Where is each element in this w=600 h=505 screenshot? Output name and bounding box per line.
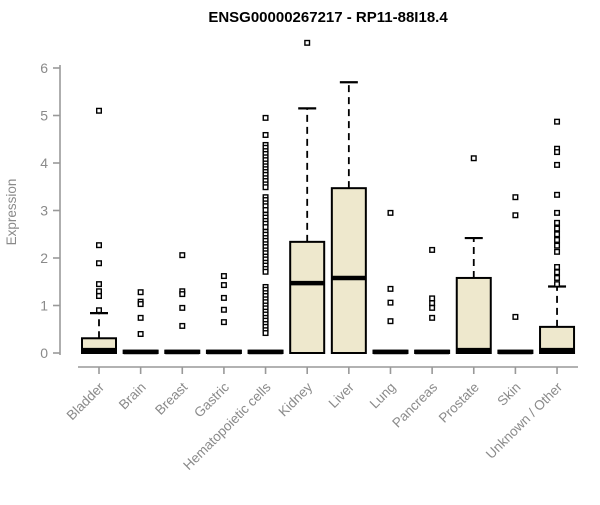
y-tick-label: 4	[40, 155, 48, 171]
x-tick-label: Liver	[326, 379, 358, 411]
outlier-point	[95, 293, 102, 300]
outlier-point	[512, 212, 519, 219]
outlier-point	[554, 281, 561, 288]
outlier-point	[554, 242, 561, 249]
y-tick-label: 0	[40, 345, 48, 361]
outlier-point	[429, 246, 436, 253]
outlier-point	[95, 307, 102, 314]
outlier-point	[512, 313, 519, 320]
y-tick-label: 3	[40, 203, 48, 219]
outliers-layer	[95, 39, 561, 338]
box-brain	[122, 349, 159, 355]
outlier-point	[137, 314, 144, 321]
x-tick-label: Pancreas	[389, 379, 440, 430]
outlier-point	[429, 304, 436, 311]
outlier-point	[220, 294, 227, 301]
x-tick-label: Skin	[494, 380, 523, 409]
y-tick-label: 2	[40, 250, 48, 266]
outlier-point	[554, 269, 561, 276]
box-skin	[497, 349, 534, 355]
outlier-point	[512, 194, 519, 201]
outlier-point	[179, 291, 186, 298]
x-tick-label: Breast	[152, 379, 190, 417]
outlier-point	[220, 273, 227, 280]
outlier-point	[179, 304, 186, 311]
outlier-point	[95, 260, 102, 267]
outlier-point	[179, 252, 186, 259]
box-rect	[330, 187, 367, 354]
box-rect	[289, 240, 326, 355]
y-tick-label: 1	[40, 298, 48, 314]
outlier-point	[554, 191, 561, 198]
box-kidney	[289, 107, 326, 355]
boxes-layer	[81, 81, 576, 355]
outlier-point	[429, 300, 436, 307]
y-axis-label: Expression	[4, 179, 19, 246]
outlier-point	[137, 289, 144, 296]
outlier-point	[554, 236, 561, 243]
outlier-point	[262, 224, 269, 231]
outlier-point	[220, 306, 227, 313]
outlier-point	[220, 319, 227, 326]
outlier-point	[262, 114, 269, 121]
y-tick-label: 5	[40, 108, 48, 124]
outlier-point	[554, 225, 561, 232]
box-gastric	[205, 349, 242, 355]
outlier-point	[470, 155, 477, 162]
box-unknown-other	[539, 285, 576, 354]
outlier-point	[95, 242, 102, 249]
outlier-point	[554, 274, 561, 281]
outlier-point	[387, 209, 394, 216]
outlier-point	[304, 39, 311, 46]
outlier-point	[137, 301, 144, 308]
outlier-point	[262, 330, 269, 337]
outlier-point	[429, 295, 436, 302]
x-tick-label: Kidney	[276, 379, 316, 419]
x-tick-label: Gastric	[191, 379, 232, 420]
box-bladder	[81, 312, 117, 354]
outlier-point	[262, 184, 269, 191]
outlier-point	[554, 149, 561, 156]
box-hematopoietic-cells	[247, 349, 284, 355]
outlier-point	[220, 282, 227, 289]
x-tick-label: Unknown / Other	[483, 379, 566, 462]
outlier-point	[95, 281, 102, 288]
outlier-point	[554, 248, 561, 255]
outlier-point	[179, 322, 186, 329]
x-tick-label: Bladder	[64, 379, 108, 423]
outlier-point	[262, 207, 269, 214]
box-prostate	[455, 236, 492, 355]
outlier-point	[137, 331, 144, 338]
outlier-point	[554, 118, 561, 125]
outlier-point	[387, 318, 394, 325]
outlier-point	[554, 161, 561, 168]
box-liver	[330, 81, 367, 354]
outlier-point	[262, 131, 269, 138]
outlier-point	[95, 107, 102, 114]
outlier-point	[387, 299, 394, 306]
outlier-point	[262, 268, 269, 275]
outlier-point	[554, 231, 561, 238]
outlier-point	[95, 288, 102, 295]
y-tick-label: 6	[40, 60, 48, 76]
outlier-point	[387, 285, 394, 292]
outlier-point	[429, 314, 436, 321]
x-tick-label: Lung	[367, 380, 399, 412]
box-lung	[372, 349, 409, 355]
x-tick-label: Brain	[116, 380, 149, 413]
outlier-point	[554, 264, 561, 271]
outlier-point	[554, 219, 561, 226]
chart-title: ENSG00000267217 - RP11-88I18.4	[208, 9, 448, 26]
x-tick-label: Prostate	[436, 380, 482, 426]
box-rect	[455, 276, 492, 355]
box-breast	[164, 349, 201, 355]
box-pancreas	[414, 349, 451, 355]
outlier-point	[554, 209, 561, 216]
